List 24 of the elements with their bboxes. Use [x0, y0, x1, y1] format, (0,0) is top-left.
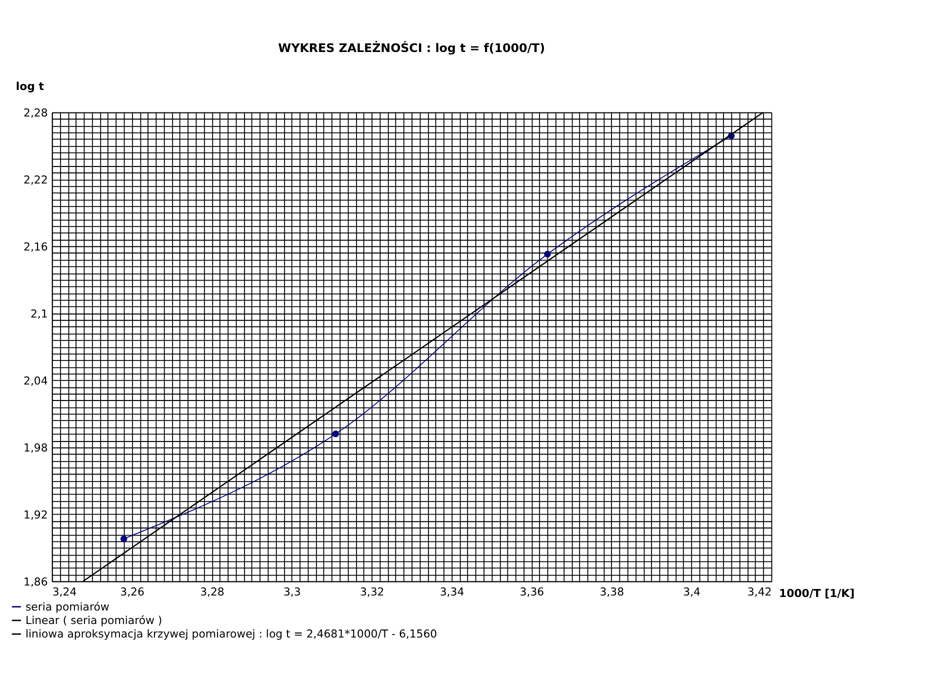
- y-tick-label: 1,86: [24, 575, 48, 588]
- legend-label: Linear ( seria pomiarów ): [25, 614, 162, 628]
- chart-title: WYKRES ZALEŻNOŚCI : log t = f(1000/T): [278, 41, 546, 56]
- x-tick-label: 3,34: [440, 585, 464, 598]
- x-tick-label: 3,38: [600, 585, 624, 598]
- y-tick-label: 2,22: [24, 173, 48, 186]
- y-axis-title: log t: [16, 80, 44, 93]
- y-tick-label: 2,1: [30, 307, 48, 320]
- x-tick-label: 3,24: [52, 585, 77, 598]
- x-tick-label: 3,28: [200, 585, 224, 598]
- x-tick-label: 3,4: [683, 585, 701, 598]
- x-tick-label: 3,26: [120, 585, 144, 598]
- x-tick-label: 3,36: [520, 585, 544, 598]
- x-axis-title: 1000/T [1/K]: [779, 587, 855, 600]
- x-tick-label: 3,42: [747, 585, 772, 598]
- legend-label: liniowa aproksymacja krzywej pomiarowej : log t = 2,4681*1000/T - 6,1560: [25, 628, 438, 641]
- x-tick-label: 3,32: [360, 585, 384, 598]
- x-tick-label: 3,3: [283, 585, 301, 598]
- y-tick-label: 1,92: [24, 508, 48, 522]
- y-tick-label: 2,16: [24, 240, 48, 254]
- y-tick-label: 2,04: [24, 374, 48, 388]
- y-tick-label: 1,98: [24, 441, 48, 454]
- y-tick-label: 2,28: [24, 106, 48, 120]
- legend-label: seria pomiarów: [25, 600, 110, 614]
